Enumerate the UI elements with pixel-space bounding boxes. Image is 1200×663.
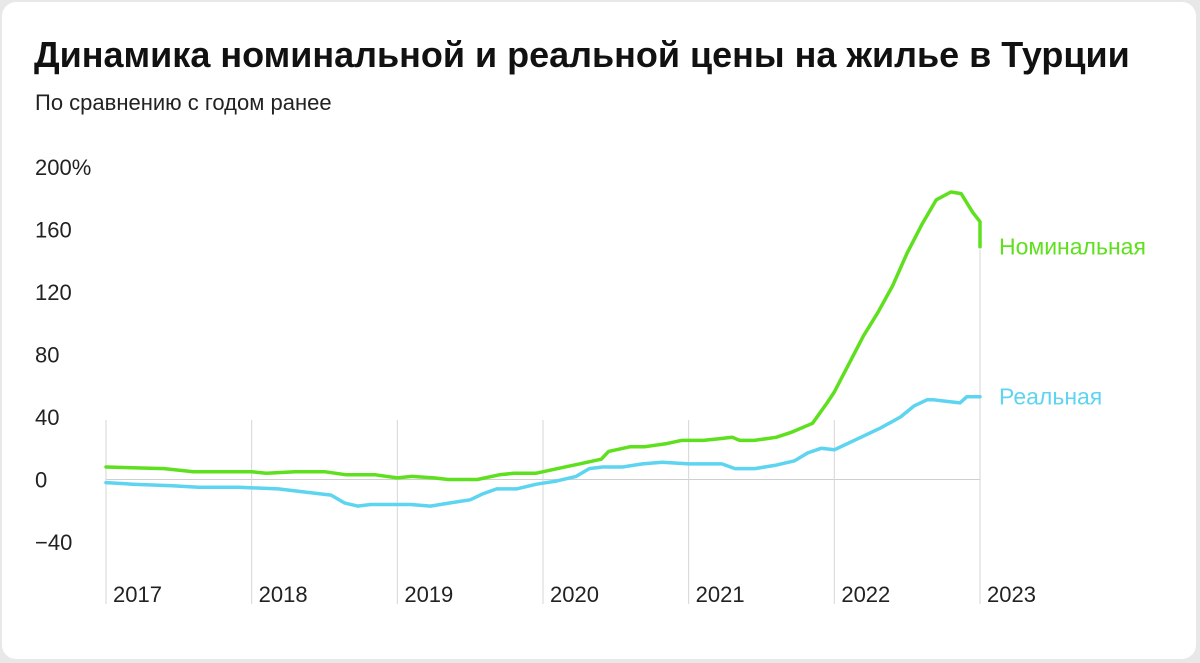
y-tick-label: 40 [35,405,59,430]
x-tick-label: 2023 [987,582,1036,607]
y-tick-label: 160 [35,218,72,243]
chart-title: Динамика номинальной и реальной цены на … [34,34,1130,75]
x-tick-label: 2019 [404,582,453,607]
series-label-nominal: Номинальная [999,234,1146,260]
y-tick-label: 200% [35,155,91,180]
x-tick-label: 2017 [113,582,162,607]
x-tick-label: 2018 [259,582,308,607]
series-lines [104,190,982,508]
x-axis: 2017 2018 2019 2020 2021 2022 2023 [113,582,1036,607]
y-tick-label: 120 [35,280,72,305]
chart-grid [105,250,981,604]
series-labels: Номинальная Реальная [999,234,1146,410]
chart-subtitle: По сравнению с годом ранее [35,90,332,115]
x-tick-label: 2021 [696,582,745,607]
y-axis: −40 0 40 80 120 160 200% [35,155,91,555]
x-tick-label: 2020 [550,582,599,607]
y-tick-label: 80 [35,343,59,368]
x-tick-label: 2022 [841,582,890,607]
series-label-real: Реальная [999,384,1102,410]
series-line-real [104,394,982,508]
series-line-nominal [104,190,982,482]
y-tick-label: −40 [35,530,72,555]
y-tick-label: 0 [35,468,47,493]
